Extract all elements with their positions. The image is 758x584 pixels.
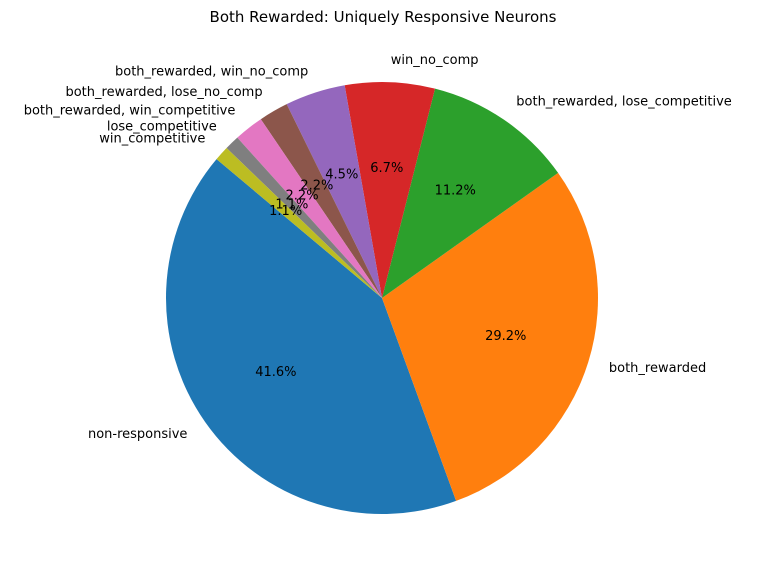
slice-label-both-rewarded-lose-no-comp: both_rewarded, lose_no_comp xyxy=(65,85,262,100)
pie-slice-non-responsive xyxy=(166,159,457,514)
slice-label-both-rewarded-win-competitive: both_rewarded, win_competitive xyxy=(24,104,236,119)
slice-label-both-rewarded-lose-competitive: both_rewarded, lose_competitive xyxy=(516,94,732,109)
pie-slice-win-competitive xyxy=(216,148,382,298)
pie-labels: non-responsive both_rewarded both_rewarded… xyxy=(24,53,732,442)
slice-label-win-competitive: win_competitive xyxy=(99,132,205,147)
slice-percent-both-rewarded-win-competitive: 2.2% xyxy=(286,189,319,204)
pie-slice-both-rewarded-win-competitive xyxy=(237,119,382,299)
pie-slices xyxy=(166,82,598,514)
pie-slice-lose-competitive xyxy=(226,137,382,298)
slice-label-non-responsive: non-responsive xyxy=(88,427,187,442)
pie-percent-labels: 41.6%29.2%11.2%6.7%4.5%2.2%2.2%1.1%1.1% xyxy=(255,161,526,380)
pie-slice-both-rewarded xyxy=(382,172,598,501)
chart-title: Both Rewarded: Uniquely Responsive Neuro… xyxy=(210,8,557,26)
slice-percent-win-competitive: 1.1% xyxy=(269,204,302,219)
slice-percent-win-no-comp: 6.7% xyxy=(370,161,403,176)
pie-slice-both-rewarded-lose-no-comp xyxy=(260,104,382,298)
pie-slice-both-rewarded-lose-competitive xyxy=(382,88,559,298)
slice-percent-both-rewarded: 29.2% xyxy=(485,329,526,344)
slice-label-both-rewarded: both_rewarded xyxy=(609,361,706,376)
slice-percent-non-responsive: 41.6% xyxy=(255,365,296,380)
slice-percent-both-rewarded-lose-competitive: 11.2% xyxy=(435,184,476,199)
slice-label-lose-competitive: lose_competitive xyxy=(107,120,217,135)
pie-slice-both-rewarded-win-no-comp xyxy=(286,85,382,298)
slice-percent-lose-competitive: 1.1% xyxy=(275,197,308,212)
slice-label-both-rewarded-win-no-comp: both_rewarded, win_no_comp xyxy=(115,65,308,80)
pie-slice-win-no-comp xyxy=(344,82,436,298)
slice-percent-both-rewarded-win-no-comp: 4.5% xyxy=(325,167,358,182)
slice-label-win-no-comp: win_no_comp xyxy=(391,53,479,68)
slice-percent-both-rewarded-lose-no-comp: 2.2% xyxy=(300,178,333,193)
